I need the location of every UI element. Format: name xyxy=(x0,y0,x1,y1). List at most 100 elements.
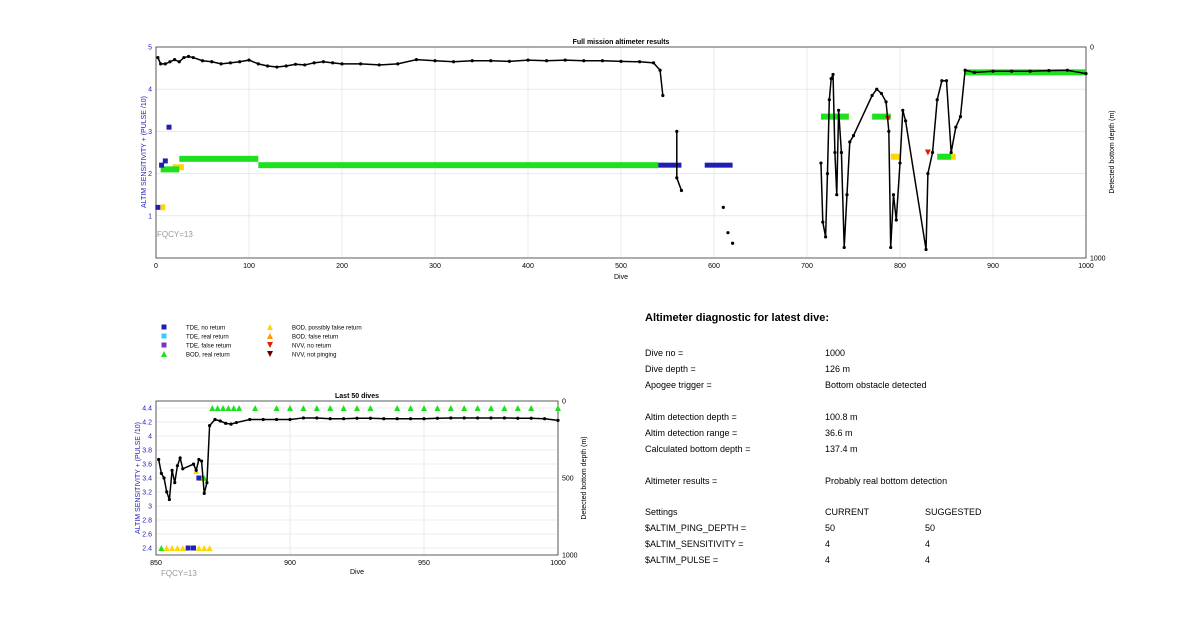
depth-point xyxy=(288,417,292,422)
bod-possibly-false-segment xyxy=(160,204,166,211)
depth-early-point xyxy=(247,58,251,62)
tde-no-return-marker xyxy=(162,158,168,164)
chart1-y2label: Detected bottom depth (m) xyxy=(1109,110,1116,193)
chart2-plot-frame xyxy=(155,400,559,556)
x-tick-label: 200 xyxy=(336,263,348,270)
depth-early-point xyxy=(293,62,298,66)
depth-late-point xyxy=(825,172,830,176)
bod-real-marker xyxy=(313,405,320,411)
depth-point xyxy=(157,457,161,462)
depth-point xyxy=(435,416,439,420)
settings-label: Settings xyxy=(645,507,678,517)
tde-no-return-marker xyxy=(185,545,191,551)
chart2-xlabel: Dive xyxy=(350,569,364,576)
depth-point xyxy=(218,419,222,423)
depth-early-point xyxy=(275,65,279,69)
depth-late-point xyxy=(963,68,967,72)
bod-real-segment xyxy=(965,69,1086,76)
depth-early-point xyxy=(312,61,316,65)
depth-late-point xyxy=(1028,69,1032,73)
legend-label: TDE, real return xyxy=(186,335,229,341)
dive-depth-value: 126 m xyxy=(825,364,851,374)
bod-real-marker xyxy=(158,545,165,551)
depth-point xyxy=(248,417,252,422)
y-tick-label: 4.2 xyxy=(142,420,152,427)
x-tick-label: 500 xyxy=(615,263,627,270)
depth-late-line xyxy=(820,69,1087,250)
legend-item: TDE, real return xyxy=(161,333,229,341)
legend-triangle-up-icon xyxy=(161,351,167,357)
x-tick-label: 0 xyxy=(154,263,158,270)
pulse-label: $ALTIM_PULSE = xyxy=(645,555,719,565)
y-tick-label: 2.8 xyxy=(142,518,152,525)
depth-isolated-point xyxy=(731,241,735,245)
depth-late-point xyxy=(870,93,874,98)
dive-depth-label: Dive depth = xyxy=(645,364,696,374)
depth-late-point xyxy=(887,129,891,133)
depth-point xyxy=(382,417,386,421)
depth-early-point xyxy=(191,55,195,60)
depth-point xyxy=(328,417,332,421)
pulse-current: 4 xyxy=(825,555,831,565)
depth-early-point xyxy=(433,59,437,63)
depth-early-point xyxy=(200,59,205,63)
depth-early-point xyxy=(210,60,214,64)
legend-square-icon xyxy=(161,342,167,348)
depth-point xyxy=(167,497,171,502)
chart1-title: Full mission altimeter results xyxy=(573,39,670,46)
bod-possibly-false-marker xyxy=(195,545,202,551)
depth-early-point xyxy=(600,59,605,63)
ping-depth-label: $ALTIM_PING_DEPTH = xyxy=(645,523,747,533)
depth-late-point xyxy=(848,140,852,144)
depth-early-point xyxy=(396,62,400,66)
bod-real-marker xyxy=(407,405,414,411)
chart1-fqcy-annotation: FQCY=13 xyxy=(157,230,193,239)
dive-no-label: Dive no = xyxy=(645,348,684,358)
depth-early-point xyxy=(219,62,223,66)
bod-real-marker xyxy=(214,405,221,411)
depth-early-point xyxy=(470,59,474,63)
bod-real-marker xyxy=(501,405,508,411)
depth-early-point xyxy=(331,61,335,65)
legend-item: BOD, possibly false return xyxy=(267,324,362,332)
depth-early-point xyxy=(159,62,163,66)
apogee-trigger-label: Apogee trigger = xyxy=(645,380,712,390)
depth-late-point xyxy=(851,134,856,138)
tde-no-return-marker xyxy=(196,475,202,481)
bod-real-marker xyxy=(474,405,481,411)
bod-possibly-false-marker xyxy=(163,545,170,551)
ping-depth-current: 50 xyxy=(825,523,836,533)
depth-point xyxy=(275,417,279,422)
legend-label: BOD, possibly false return xyxy=(292,326,362,332)
legend-item: BOD, false return xyxy=(267,333,338,341)
ping-depth-suggested: 50 xyxy=(925,523,936,533)
chart2-depth-series xyxy=(157,416,560,502)
depth-late-point xyxy=(949,150,953,155)
bod-real-marker xyxy=(447,405,454,411)
x-tick-label: 1000 xyxy=(1078,263,1094,270)
depth-early-point xyxy=(507,59,511,63)
x-tick-label: 850 xyxy=(150,560,162,567)
x-tick-label: 900 xyxy=(284,560,296,567)
depth-early-point xyxy=(661,93,665,98)
depth-early-point xyxy=(582,59,586,63)
depth-early-point xyxy=(658,68,662,72)
chart1-ticks: 0 100 200 300 400 500 600 700 800 900 1000 1 2 3 4 5 0 10… xyxy=(148,45,1106,271)
depth-point xyxy=(205,481,209,485)
bod-real-marker xyxy=(209,405,216,411)
sensitivity-current: 4 xyxy=(825,539,831,549)
tde-no-return-marker xyxy=(191,545,197,551)
depth-point xyxy=(342,417,346,421)
depth-early-point xyxy=(284,64,288,68)
tde-no-return-segment xyxy=(704,162,733,168)
chart2-fqcy-annotation: FQCY=13 xyxy=(161,569,197,578)
depth-early-point xyxy=(303,63,307,67)
depth-late-point xyxy=(819,161,823,165)
apogee-trigger-value: Bottom obstacle detected xyxy=(825,380,927,390)
bod-possibly-false-segment xyxy=(890,153,900,160)
y-tick-label: 3.4 xyxy=(142,476,152,483)
bod-real-marker xyxy=(421,405,427,411)
depth-point xyxy=(175,464,180,468)
x-tick-label: 400 xyxy=(522,263,534,270)
bod-real-marker xyxy=(300,405,307,411)
